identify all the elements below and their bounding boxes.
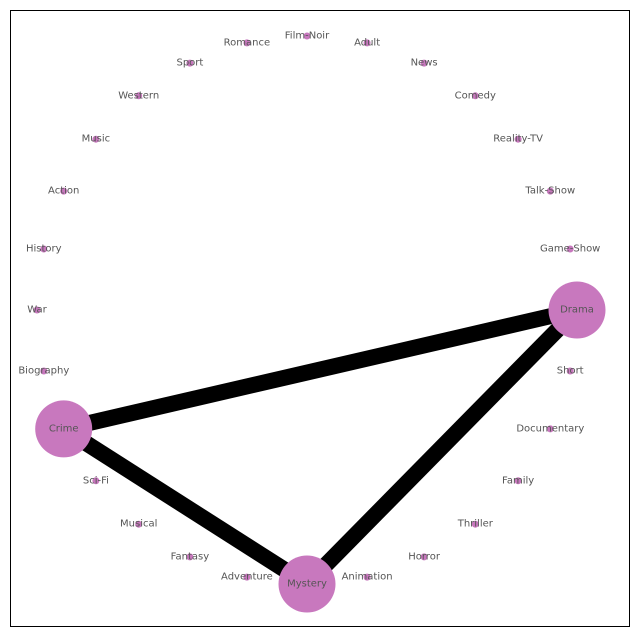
node-short <box>566 367 574 375</box>
node-sci-fi <box>92 477 100 485</box>
node-label-thriller: Thriller <box>457 519 494 530</box>
node-label-reality-tv: Reality-TV <box>493 134 543 145</box>
label-layer: Drama Short Documentary Family Thriller Horro… <box>18 31 600 590</box>
node-label-adult: Adult <box>354 37 380 48</box>
node-label-sci-fi: Sci-Fi <box>83 475 109 486</box>
node-label-fantasy: Fantasy <box>171 551 210 562</box>
node-music <box>92 135 100 143</box>
node-label-game-show: Game-Show <box>540 244 600 255</box>
edge-crime-mystery <box>59 422 312 591</box>
node-label-drama: Drama <box>560 305 594 316</box>
node-label-news: News <box>411 58 438 69</box>
node-label-western: Western <box>118 90 159 101</box>
node-animation <box>363 573 371 581</box>
node-label-horror: Horror <box>408 551 441 562</box>
node-label-history: History <box>26 244 62 255</box>
node-mystery <box>278 555 336 613</box>
node-family <box>514 477 522 485</box>
node-label-comedy: Comedy <box>455 90 496 101</box>
node-biography <box>40 367 48 375</box>
node-game-show <box>566 245 574 253</box>
node-film-noir <box>303 32 311 40</box>
node-label-romance: Romance <box>224 37 270 48</box>
node-label-action: Action <box>48 186 79 197</box>
node-label-musical: Musical <box>120 519 157 530</box>
node-horror <box>420 553 428 561</box>
node-label-biography: Biography <box>18 366 69 377</box>
node-war <box>33 306 41 314</box>
node-comedy <box>471 92 479 100</box>
edge-drama-mystery <box>301 304 583 590</box>
node-documentary <box>546 425 554 433</box>
node-drama <box>548 281 606 339</box>
node-label-animation: Animation <box>342 572 393 583</box>
node-romance <box>243 39 251 47</box>
node-news <box>420 59 428 67</box>
node-label-family: Family <box>502 475 534 486</box>
node-western <box>135 92 143 100</box>
edge-crime-drama <box>61 302 579 437</box>
node-label-sport: Sport <box>176 58 203 69</box>
node-talk-show <box>546 187 554 195</box>
node-reality-tv <box>514 135 522 143</box>
node-layer <box>33 32 606 613</box>
node-thriller <box>471 520 479 528</box>
node-adult <box>363 39 371 47</box>
node-label-talk-show: Talk-Show <box>524 186 575 197</box>
node-fantasy <box>186 553 194 561</box>
node-label-adventure: Adventure <box>221 572 273 583</box>
edge-layer <box>59 302 583 591</box>
node-label-music: Music <box>82 134 110 145</box>
node-label-short: Short <box>557 366 584 377</box>
node-label-documentary: Documentary <box>516 423 584 434</box>
node-label-film-noir: Film-Noir <box>285 31 330 42</box>
node-crime <box>35 400 93 458</box>
node-action <box>60 187 68 195</box>
node-adventure <box>243 573 251 581</box>
node-history <box>40 245 48 253</box>
node-musical <box>135 520 143 528</box>
node-label-war: War <box>27 305 47 316</box>
node-label-crime: Crime <box>49 423 79 434</box>
node-label-mystery: Mystery <box>287 579 327 590</box>
node-sport <box>186 59 194 67</box>
